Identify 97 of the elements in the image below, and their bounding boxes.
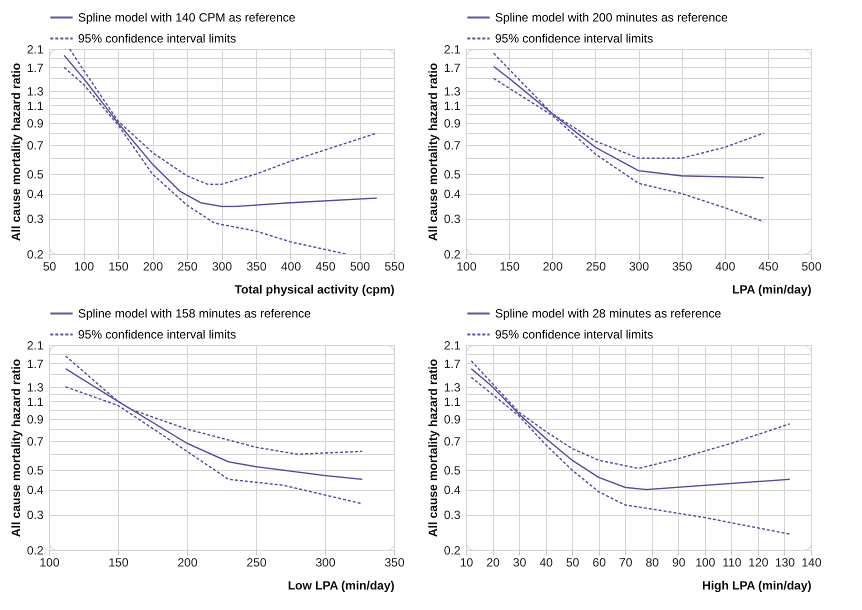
x-axis-title: Total physical activity (cpm) [234,282,394,296]
x-tick-label: 500 [801,260,822,274]
y-axis-title: All cause mortality hazard ratio [426,62,440,242]
x-tick-label: 250 [177,260,198,274]
x-tick-label: 30 [512,556,527,570]
x-tick-label: 100 [74,260,94,274]
x-tick-label: 400 [280,260,302,274]
y-tick-label: 1.3 [26,380,44,394]
y-tick-label: 1.7 [444,60,461,75]
x-tick-label: 500 [350,260,370,274]
y-tick-label: 1.1 [26,98,44,113]
legend-label: 95% confidence interval limits [495,328,654,342]
y-tick-label: 0.5 [26,464,44,478]
x-tick-label: 120 [748,556,769,570]
y-tick-label: 2.1 [26,42,44,56]
legend-label: Spline model with 140 CPM as reference [78,10,296,24]
x-axis-title: Low LPA (min/day) [288,578,394,592]
x-tick-label: 60 [592,556,606,570]
y-tick-label: 1.7 [26,356,44,371]
x-tick-label: 140 [801,556,822,570]
y-tick-label: 1.7 [26,60,44,75]
x-axis-title: LPA (min/day) [732,282,812,296]
y-tick-label: 0.3 [26,212,44,226]
x-tick-label: 10 [460,556,474,570]
y-tick-label: 0.9 [444,412,461,426]
y-tick-label: 0.9 [26,412,44,426]
y-tick-label: 2.1 [444,338,461,352]
y-axis-title: All cause mortality hazard ratio [426,358,440,538]
x-tick-label: 100 [456,260,477,274]
y-tick-label: 0.7 [444,138,461,152]
x-tick-label: 350 [672,260,692,274]
x-tick-label: 350 [246,260,267,274]
y-tick-label: 0.2 [26,248,44,262]
x-tick-label: 130 [774,556,796,570]
y-tick-label: 0.9 [444,116,461,130]
x-tick-label: 40 [539,556,554,570]
y-tick-label: 0.9 [26,116,44,130]
x-tick-label: 350 [384,556,405,570]
x-tick-label: 90 [672,556,686,570]
x-tick-label: 250 [246,556,267,570]
legend-label: 95% confidence interval limits [78,328,236,342]
y-tick-label: 0.3 [444,508,461,522]
x-tick-label: 450 [758,260,779,274]
x-tick-label: 550 [384,260,405,274]
x-axis-title: High LPA (min/day) [702,578,812,592]
x-tick-label: 200 [142,260,164,274]
x-tick-label: 300 [315,556,336,570]
legend-label: 95% confidence interval limits [495,32,654,46]
x-tick-label: 150 [108,260,129,274]
y-tick-label: 1.1 [444,394,461,409]
y-tick-label: 0.5 [444,168,461,182]
x-tick-label: 70 [619,556,633,570]
y-axis-title: All cause mortality hazard ratio [8,358,23,538]
x-tick-label: 150 [500,260,520,274]
x-tick-label: 50 [566,556,580,570]
legend-label: Spline model with 28 minutes as reference [495,306,722,320]
y-tick-label: 1.1 [26,394,44,409]
y-tick-label: 1.1 [444,98,461,113]
x-tick-label: 200 [177,556,198,570]
legend-label: Spline model with 158 minutes as reference [78,306,312,320]
x-tick-label: 110 [722,556,742,570]
y-tick-label: 0.3 [26,508,44,522]
y-tick-label: 0.7 [26,138,44,152]
y-tick-label: 0.2 [444,544,461,558]
y-tick-label: 0.3 [444,212,461,226]
x-tick-label: 300 [628,260,650,274]
y-tick-label: 0.5 [444,464,461,478]
x-tick-label: 200 [542,260,564,274]
x-tick-label: 150 [108,556,129,570]
line-series [64,386,363,504]
x-tick-label: 20 [486,556,500,570]
y-tick-label: 0.2 [444,248,461,262]
y-tick-label: 0.2 [26,544,44,558]
y-tick-label: 2.1 [26,338,44,352]
y-axis-title: All cause mortality hazard ratio [8,62,23,242]
x-tick-label: 450 [315,260,336,274]
x-tick-label: 400 [715,260,736,274]
y-tick-label: 1.7 [444,356,461,371]
y-tick-label: 0.4 [26,187,44,202]
x-tick-label: 80 [646,556,660,570]
y-tick-label: 0.4 [444,483,461,498]
x-tick-label: 100 [39,556,60,570]
x-tick-label: 100 [695,556,716,570]
y-tick-label: 0.4 [26,483,44,498]
y-tick-label: 0.5 [26,168,44,182]
x-tick-label: 50 [42,260,56,274]
legend-label: Spline model with 200 minutes as reference [495,10,728,24]
y-tick-label: 1.3 [444,84,461,98]
y-tick-label: 1.3 [26,84,44,98]
y-tick-label: 1.3 [444,380,461,394]
x-tick-label: 300 [212,260,232,274]
y-tick-label: 2.1 [444,42,461,56]
x-tick-label: 250 [586,260,606,274]
y-tick-label: 0.7 [444,434,461,448]
legend-label: 95% confidence interval limits [78,32,236,46]
y-tick-label: 0.7 [26,434,44,448]
y-tick-label: 0.4 [444,187,461,202]
